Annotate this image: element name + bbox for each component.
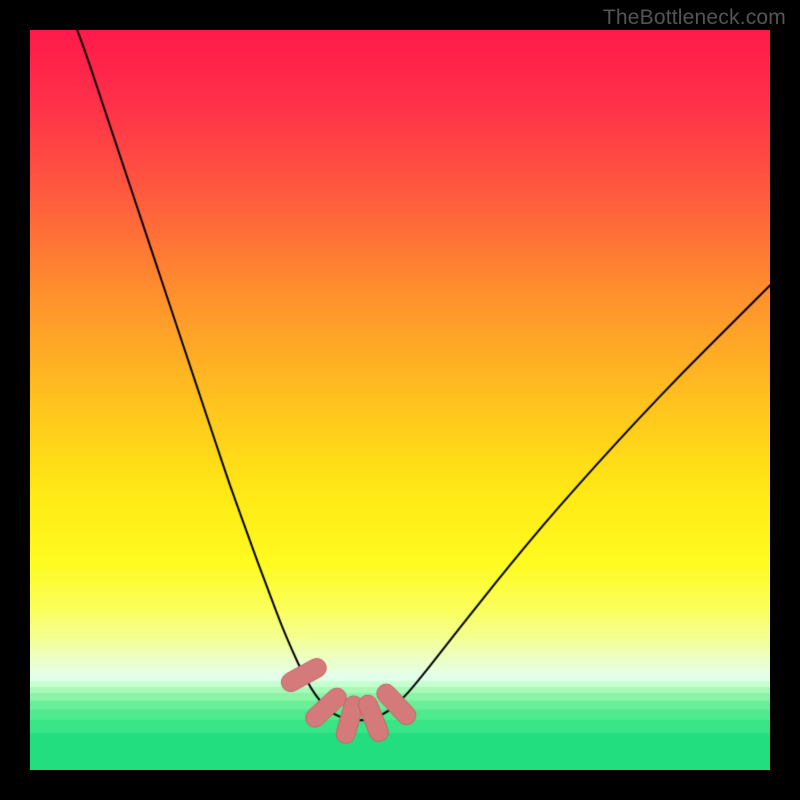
- plot-area: [30, 30, 770, 770]
- watermark-text: TheBottleneck.com: [603, 6, 786, 30]
- bottleneck-curve: [30, 30, 770, 770]
